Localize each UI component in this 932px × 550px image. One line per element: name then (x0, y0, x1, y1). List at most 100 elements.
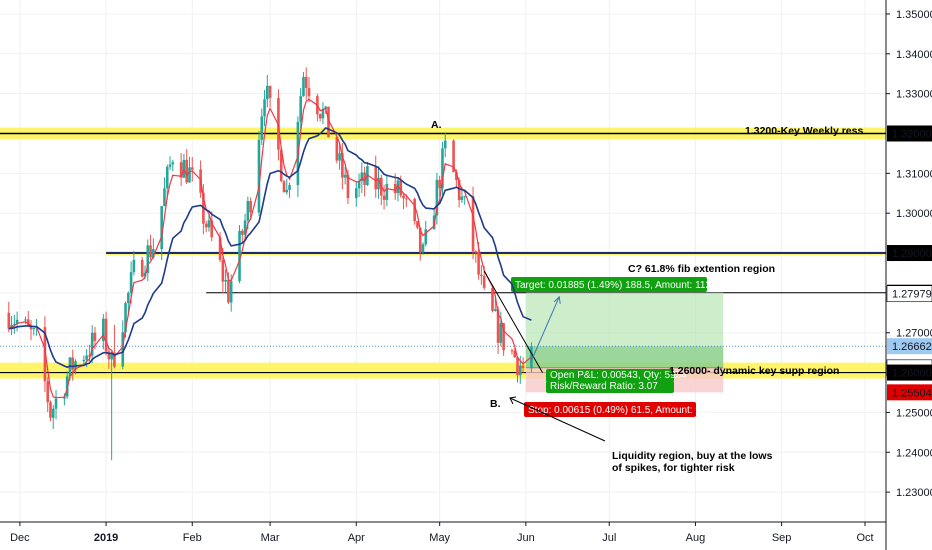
trend-drawings (483, 270, 606, 442)
candle-body (165, 166, 169, 189)
candle-body (210, 220, 214, 238)
candle-body (424, 229, 428, 245)
candle-body (160, 206, 163, 250)
candle-body (241, 230, 244, 235)
price-label: 1.27979 (892, 289, 932, 301)
candle-body (405, 198, 408, 200)
dynamic-support-label: 1.26000- dynamic key supp region (669, 365, 839, 377)
candle-body (246, 201, 250, 221)
candle-body (263, 99, 266, 117)
candle-body (438, 179, 441, 189)
candle-body (221, 259, 225, 282)
y-tick-label: 1.23000 (896, 487, 932, 499)
candle-body (516, 357, 519, 376)
candle-body (354, 188, 358, 199)
open-profit-zone (525, 346, 724, 368)
rr-label: Risk/Reward Ratio: 3.07 (550, 381, 658, 392)
candle-body (279, 149, 283, 182)
candle-body (474, 251, 478, 253)
candle-body (104, 318, 108, 352)
candle-body (307, 88, 311, 97)
candle-body (268, 85, 272, 98)
price-label: 1.25504 (892, 387, 932, 399)
x-tick-label: Sep (772, 532, 792, 544)
x-tick-label: Dec (10, 532, 30, 544)
target-arrow-head (553, 295, 561, 304)
price-label: 1.26000 (892, 368, 932, 380)
candle-body (385, 183, 389, 200)
candle-body (363, 172, 366, 185)
liquidity-arrow-line (509, 397, 606, 442)
y-tick-label: 1.24000 (896, 447, 932, 459)
candle-body (179, 162, 183, 178)
x-tick-label: Apr (348, 532, 365, 544)
candle-body (318, 114, 322, 119)
moving-averages (8, 98, 532, 399)
candle-body (493, 309, 497, 311)
x-tick-label: Jul (602, 532, 616, 544)
candle-body (51, 408, 55, 418)
candle-body (480, 274, 483, 277)
price-label: 1.29000 (892, 248, 932, 260)
candle-body (132, 259, 136, 273)
candle-body (374, 166, 378, 190)
x-tick-label: Aug (686, 532, 706, 544)
candle-body (338, 153, 341, 161)
annotations: 1.3200-Key Weekly ress A. B. C? 61.8% fib e… (431, 119, 863, 474)
price-label-box (887, 245, 932, 262)
y-tick-label: 1.25000 (896, 407, 932, 419)
x-tick-label: Feb (183, 532, 202, 544)
price-label-box (887, 384, 932, 401)
candle-body (149, 245, 152, 258)
stop-label-box (524, 402, 696, 417)
candle-body (435, 179, 439, 216)
candle-body (110, 352, 113, 360)
fib-extension-label: C? 61.8% fib extention region (628, 263, 775, 275)
candle-body (26, 319, 30, 326)
x-tick-label: May (429, 532, 450, 544)
candle-body (102, 318, 105, 341)
candle-body (238, 230, 241, 282)
candle-body (207, 220, 211, 228)
candle-body (224, 280, 227, 282)
key-weekly-label: 1.3200-Key Weekly ress (745, 125, 863, 137)
candle-body (171, 162, 175, 165)
candle-body (285, 189, 289, 193)
candle-body (129, 272, 133, 293)
candle-body (499, 323, 503, 343)
candle-body (229, 281, 233, 303)
candle-body (477, 251, 480, 275)
candle-body (299, 96, 302, 122)
target-arrow-line (530, 296, 560, 361)
x-tick-label: Mar (261, 532, 280, 544)
trend-line (483, 270, 543, 373)
y-tick-label: 1.35000 (896, 9, 932, 21)
candle-body (127, 292, 130, 304)
candle-body (188, 167, 191, 183)
y-tick-label: 1.27000 (896, 328, 932, 340)
candle-body (190, 167, 194, 170)
y-tick-label: 1.31000 (896, 168, 932, 180)
candle-body (288, 185, 291, 190)
candle-body (13, 323, 16, 325)
candle-body (257, 139, 261, 213)
open-pnl-label: Open P&L: 0.00543, Qty: 5954 (550, 370, 687, 381)
candle-body (324, 106, 327, 109)
candle-body (443, 140, 447, 149)
candle-body (29, 325, 33, 330)
candle-body (107, 351, 111, 360)
long-position-tool[interactable]: Target: 0.01885 (1.49%) 188.5, Amount: 1… (0, 277, 886, 417)
price-label: 1.32000 (892, 128, 932, 140)
candle-body (90, 332, 94, 356)
candle-body (327, 106, 330, 138)
price-label: 1.26662 (892, 341, 932, 353)
candle-body (416, 221, 419, 228)
target-label: Target: 0.01885 (1.49%) 188.5, Amount: 1… (515, 280, 725, 291)
candle-body (377, 177, 380, 190)
candle-body (88, 355, 91, 357)
label-a: A. (431, 119, 442, 131)
candle-body (335, 137, 339, 161)
candle-body (455, 171, 458, 180)
candle-body (360, 172, 364, 182)
